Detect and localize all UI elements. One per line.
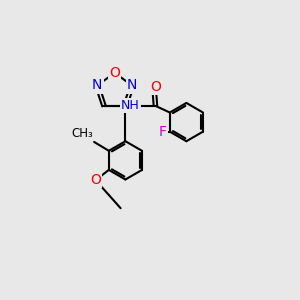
Text: CH₃: CH₃ <box>71 128 93 140</box>
Text: O: O <box>150 80 161 94</box>
Text: NH: NH <box>121 99 140 112</box>
Text: N: N <box>127 79 137 92</box>
Text: N: N <box>92 79 103 92</box>
Text: O: O <box>109 66 120 80</box>
Text: F: F <box>158 124 166 139</box>
Text: O: O <box>90 173 101 187</box>
